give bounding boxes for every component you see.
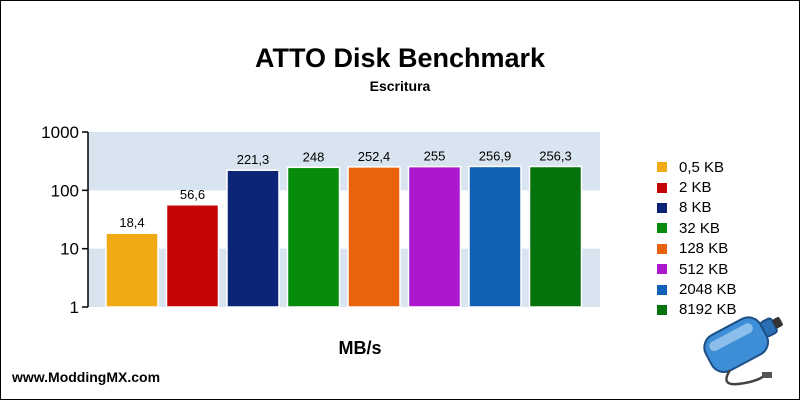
bar-2048-kb [468, 165, 522, 308]
data-label: 256,3 [539, 148, 572, 163]
y-tick-label: 10 [60, 240, 79, 259]
legend-label: 0,5 KB [679, 158, 725, 176]
legend-label: 32 KB [679, 219, 720, 237]
data-label: 248 [303, 149, 325, 164]
legend-label: 512 KB [679, 260, 729, 278]
legend-label: 2 KB [679, 179, 712, 197]
legend-label: 128 KB [679, 240, 729, 258]
legend-swatch [657, 162, 667, 173]
legend-item: 32 KB [657, 218, 737, 238]
site-url: www.ModdingMX.com [12, 369, 161, 385]
legend-swatch [657, 264, 667, 275]
data-label: 56,6 [180, 187, 205, 202]
data-label: 256,9 [479, 148, 512, 163]
grid-band [88, 132, 600, 191]
legend-item: 2048 KB [657, 279, 737, 299]
legend-item: 8192 KB [657, 300, 737, 320]
grid-band [88, 248, 600, 307]
legend-swatch [657, 182, 667, 193]
y-tick-label: 100 [51, 181, 79, 200]
legend-label: 8192 KB [679, 301, 737, 319]
legend-swatch [657, 304, 667, 315]
bar-0-5-kb [105, 232, 159, 308]
bar-8-kb [226, 169, 280, 308]
data-label: 221,3 [237, 152, 270, 167]
legend-label: 8 KB [679, 199, 712, 217]
legend: 0,5 KB 2 KB 8 KB 32 KB 128 KB 512 KB 2048 KB 81… [657, 157, 737, 320]
legend-swatch [657, 223, 667, 234]
chart-subtitle: Escritura [369, 78, 431, 94]
legend-item: 512 KB [657, 259, 737, 279]
y-tick-label: 1000 [41, 123, 79, 142]
legend-item: 0,5 KB [657, 157, 737, 177]
bar-8192-kb [528, 165, 583, 308]
legend-label: 2048 KB [679, 281, 737, 299]
data-label: 18,4 [119, 215, 144, 230]
legend-item: 2 KB [657, 177, 737, 197]
legend-swatch [657, 202, 667, 213]
bar-32-kb [286, 166, 341, 308]
bar-2-kb [165, 204, 220, 308]
legend-swatch [657, 284, 667, 295]
legend-swatch [657, 243, 667, 254]
x-axis-label: MB/s [338, 338, 382, 358]
data-label: 255 [424, 149, 446, 164]
bar-128-kb [347, 166, 401, 308]
legend-item: 8 KB [657, 198, 737, 218]
data-label: 252,4 [358, 149, 391, 164]
water-bottle-logo-icon [703, 316, 783, 386]
chart-title: ATTO Disk Benchmark [254, 43, 546, 73]
y-tick-label: 1 [70, 298, 79, 317]
bar-512-kb [407, 165, 462, 308]
legend-item: 128 KB [657, 239, 737, 259]
